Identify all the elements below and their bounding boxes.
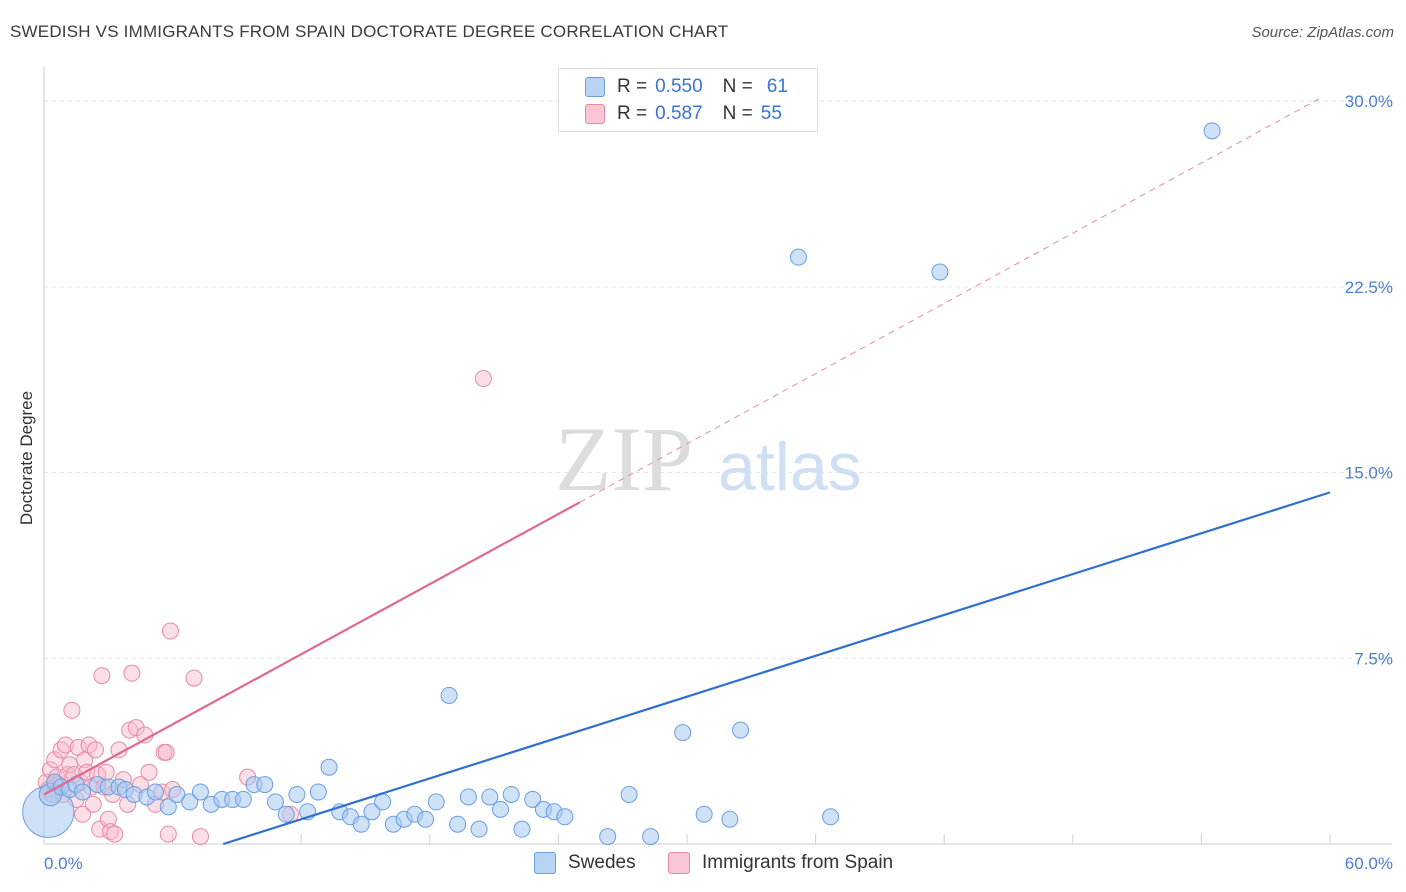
swedes-point bbox=[417, 810, 435, 828]
y-axis-title: Doctorate Degree bbox=[17, 391, 36, 525]
swedes-point bbox=[440, 686, 458, 704]
spain-point bbox=[74, 805, 92, 823]
spain-point bbox=[61, 756, 79, 774]
bottom-legend-label-swedes: Swedes bbox=[568, 852, 636, 873]
bottom-legend-spain: Immigrants from Spain bbox=[668, 850, 893, 876]
legend-r-label: R = bbox=[617, 103, 648, 124]
bottom-legend-swatch-swedes bbox=[534, 852, 556, 874]
spain-point bbox=[99, 810, 117, 828]
source-label: Source: ZipAtlas.com bbox=[1251, 24, 1394, 41]
spain-point bbox=[127, 719, 145, 737]
swedes-point bbox=[277, 805, 295, 823]
series-spain-points bbox=[37, 369, 492, 846]
bottom-legend-label-spain: Immigrants from Spain bbox=[702, 852, 894, 873]
swedes-point bbox=[481, 788, 499, 806]
y-tick-label: 15.0% bbox=[1345, 464, 1393, 483]
trend-line-spain-extension bbox=[579, 98, 1320, 503]
swedes-point bbox=[599, 828, 617, 846]
swedes-point bbox=[363, 803, 381, 821]
swedes-point bbox=[374, 793, 392, 811]
spain-point bbox=[86, 741, 104, 759]
swedes-point bbox=[789, 248, 807, 266]
legend-n-value: 55 bbox=[760, 103, 782, 124]
y-tick-label: 22.5% bbox=[1345, 278, 1393, 297]
legend-swatch-spain bbox=[585, 104, 605, 124]
swedes-point bbox=[266, 793, 284, 811]
swedes-point bbox=[470, 820, 488, 838]
swedes-point bbox=[524, 790, 542, 808]
trend-lines bbox=[43, 98, 1331, 846]
legend-r-value: 0.550 bbox=[655, 76, 703, 97]
legend-swatch-swedes bbox=[585, 77, 605, 97]
swedes-point bbox=[732, 721, 750, 739]
bottom-legend-swedes: Swedes bbox=[534, 850, 636, 876]
swedes-point bbox=[513, 820, 531, 838]
spain-point bbox=[185, 669, 203, 687]
spain-point bbox=[474, 369, 492, 387]
swedes-point bbox=[695, 805, 713, 823]
spain-point bbox=[161, 622, 179, 640]
spain-point bbox=[56, 736, 74, 754]
watermark-zip: ZIP bbox=[555, 408, 693, 510]
watermark-atlas: atlas bbox=[718, 429, 862, 505]
swedes-point bbox=[721, 810, 739, 828]
swedes-point bbox=[168, 785, 186, 803]
swedes-point bbox=[427, 793, 445, 811]
swedes-point bbox=[74, 783, 92, 801]
swedes-point bbox=[620, 785, 638, 803]
swedes-point bbox=[449, 815, 467, 833]
legend-r-label: R = bbox=[617, 76, 648, 97]
swedes-point bbox=[234, 790, 252, 808]
spain-point bbox=[91, 820, 109, 838]
swedes-point bbox=[191, 783, 209, 801]
swedes-point bbox=[352, 815, 370, 833]
trend-line-spain bbox=[43, 501, 581, 796]
swedes-point bbox=[256, 776, 274, 794]
spain-point bbox=[106, 825, 124, 843]
spain-point bbox=[123, 664, 141, 682]
swedes-point bbox=[459, 788, 477, 806]
swedes-point bbox=[822, 808, 840, 826]
swedes-point bbox=[159, 798, 177, 816]
swedes-point bbox=[556, 808, 574, 826]
legend-r-value: 0.587 bbox=[655, 103, 703, 124]
swedes-point bbox=[288, 785, 306, 803]
legend-n-label: N = bbox=[722, 76, 753, 97]
swedes-point bbox=[309, 783, 327, 801]
spain-point bbox=[191, 828, 209, 846]
spain-point bbox=[159, 825, 177, 843]
chart-title: SWEDISH VS IMMIGRANTS FROM SPAIN DOCTORA… bbox=[10, 22, 729, 41]
swedes-point bbox=[181, 793, 199, 811]
swedes-point bbox=[502, 785, 520, 803]
tick-labels: 7.5% 15.0% 22.5% 30.0% 0.0% 60.0% bbox=[44, 92, 1393, 873]
swedes-point bbox=[320, 758, 338, 776]
swedes-point bbox=[931, 263, 949, 281]
swedes-point bbox=[642, 828, 660, 846]
legend-row-swedes: R = 0.550 N = 61 bbox=[585, 74, 788, 100]
grid-lines bbox=[44, 100, 1392, 844]
bottom-legend-swatch-spain bbox=[668, 852, 690, 874]
axes bbox=[43, 66, 1392, 845]
spain-point bbox=[46, 751, 64, 769]
spain-point bbox=[84, 795, 102, 813]
legend: R = 0.550 N = 61 R = 0.587 N = 55 bbox=[558, 68, 818, 132]
spain-point bbox=[140, 763, 158, 781]
spain-point bbox=[157, 743, 175, 761]
spain-point bbox=[63, 701, 81, 719]
x-tick-label: 0.0% bbox=[44, 854, 83, 873]
swedes-point bbox=[146, 783, 164, 801]
legend-n-value: 61 bbox=[766, 76, 788, 97]
legend-row-spain: R = 0.587 N = 55 bbox=[585, 101, 782, 127]
swedes-point bbox=[674, 724, 692, 742]
series-swedes-points bbox=[22, 122, 1221, 846]
swedes-point bbox=[492, 800, 510, 818]
spain-point bbox=[93, 667, 111, 685]
y-tick-label: 30.0% bbox=[1345, 92, 1393, 111]
swedes-point bbox=[1203, 122, 1221, 140]
trend-line-swedes bbox=[222, 491, 1331, 846]
legend-n-label: N = bbox=[722, 103, 753, 124]
x-tick-label: 60.0% bbox=[1345, 854, 1393, 873]
y-tick-label: 7.5% bbox=[1354, 649, 1393, 668]
